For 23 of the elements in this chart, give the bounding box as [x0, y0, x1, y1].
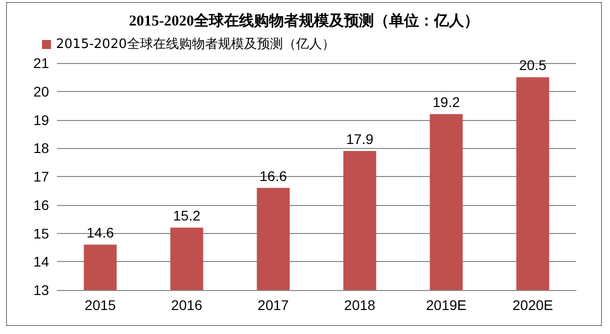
data-label: 19.2 [432, 94, 460, 110]
y-tick-label: 13 [33, 282, 50, 298]
x-tick-label: 2015 [84, 297, 116, 313]
y-tick-label: 15 [33, 225, 50, 242]
data-label: 14.6 [86, 224, 114, 241]
y-tick-label: 18 [33, 140, 50, 156]
data-label: 16.6 [260, 168, 288, 184]
data-label: 20.5 [519, 57, 547, 74]
x-tick-label: 2016 [171, 297, 203, 313]
x-tick-label: 2017 [258, 297, 290, 313]
legend-label: 2015-2020全球在线购物者规模及预测（亿人） [56, 37, 335, 52]
y-tick-label: 14 [33, 254, 50, 270]
x-tick-label: 2019E [426, 297, 466, 313]
data-label: 17.9 [346, 130, 374, 147]
chart-title: 2015-2020全球在线购物者规模及预测（单位：亿人） [129, 12, 479, 30]
y-tick-label: 20 [33, 83, 50, 100]
y-tick-label: 16 [33, 196, 50, 213]
x-tick-label: 2020E [512, 297, 553, 313]
x-tick-label: 2018 [344, 297, 376, 313]
y-tick-label: 21 [33, 55, 50, 71]
data-label: 15.2 [173, 208, 201, 224]
y-tick-label: 19 [33, 112, 50, 128]
y-tick-label: 17 [33, 168, 50, 184]
